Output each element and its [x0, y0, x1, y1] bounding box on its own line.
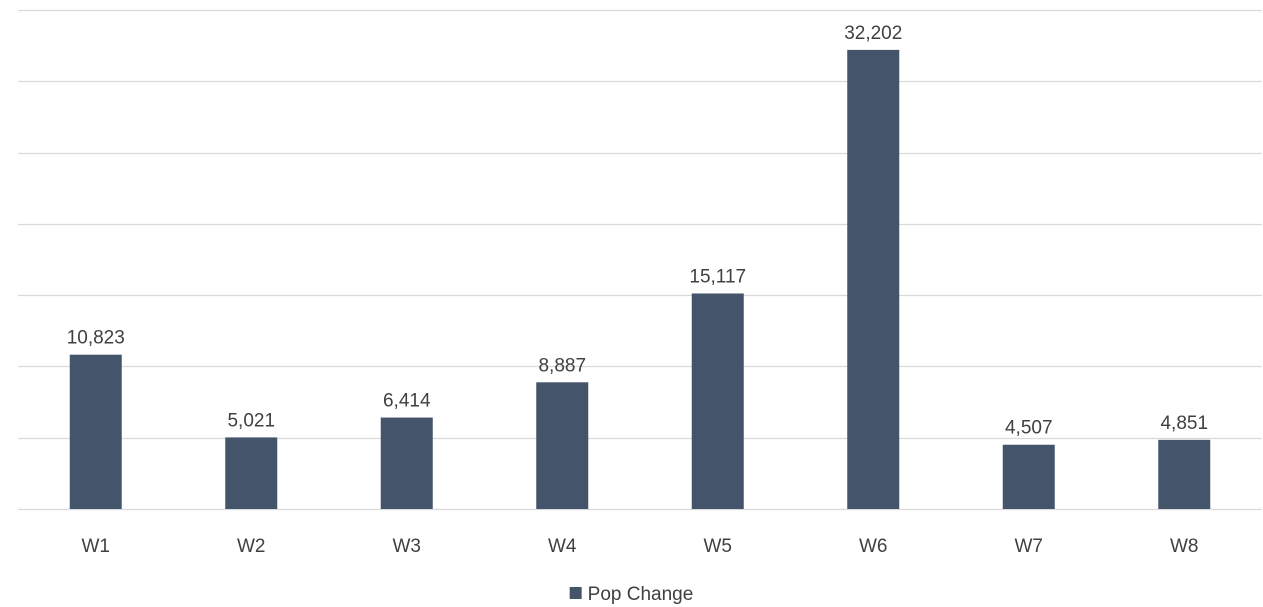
x-tick-label-w6: W6: [859, 536, 888, 557]
x-tick-label-w1: W1: [82, 536, 111, 557]
x-tick-label-w2: W2: [237, 536, 266, 557]
bar-w4: [536, 382, 589, 509]
bar-w5: [691, 293, 744, 509]
x-tick-label-w8: W8: [1170, 536, 1199, 557]
legend-label-pop-change: Pop Change: [588, 584, 694, 605]
data-label-w2: 5,021: [227, 410, 275, 431]
data-label-w5: 15,117: [689, 266, 746, 287]
x-tick-label-w4: W4: [548, 536, 577, 557]
data-labels: 10,823 5,021 6,414 8,887 15,117 32,202 4,507 4,…: [67, 23, 1208, 439]
legend: Pop Change: [569, 584, 694, 605]
data-label-w7: 4,507: [1005, 418, 1053, 439]
x-tick-label-w7: W7: [1015, 536, 1044, 557]
data-label-w1: 10,823: [67, 328, 125, 349]
data-label-w4: 8,887: [538, 355, 586, 376]
bar-w1: [69, 354, 122, 509]
x-axis-tick-labels: W1 W2 W3 W4 W5 W6 W7 W8: [82, 536, 1199, 557]
bar-w3: [380, 417, 433, 509]
x-tick-label-w5: W5: [704, 536, 733, 557]
bar-w2: [225, 437, 278, 509]
legend-swatch-pop-change: [569, 587, 582, 599]
x-tick-label-w3: W3: [393, 536, 422, 557]
bar-w7: [1002, 444, 1055, 509]
bars: [69, 49, 1211, 510]
gridlines: [18, 9, 1262, 511]
bar-w6: [847, 49, 900, 510]
data-label-w3: 6,414: [383, 391, 431, 412]
data-label-w6: 32,202: [844, 23, 902, 44]
data-label-w8: 4,851: [1160, 413, 1208, 434]
bar-w8: [1158, 439, 1211, 509]
